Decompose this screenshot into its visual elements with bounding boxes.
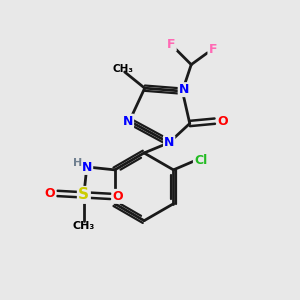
Text: N: N	[179, 83, 189, 96]
Text: O: O	[218, 115, 228, 128]
Text: CH₃: CH₃	[73, 221, 95, 231]
Text: N: N	[123, 115, 133, 128]
Text: N: N	[82, 161, 93, 174]
Text: H: H	[73, 158, 82, 168]
Text: Cl: Cl	[194, 154, 207, 167]
Text: O: O	[45, 187, 55, 200]
Text: F: F	[208, 43, 217, 56]
Text: S: S	[78, 188, 89, 202]
Text: CH₃: CH₃	[113, 64, 134, 74]
Text: O: O	[112, 190, 123, 203]
Text: F: F	[167, 38, 176, 50]
Text: N: N	[164, 136, 174, 149]
